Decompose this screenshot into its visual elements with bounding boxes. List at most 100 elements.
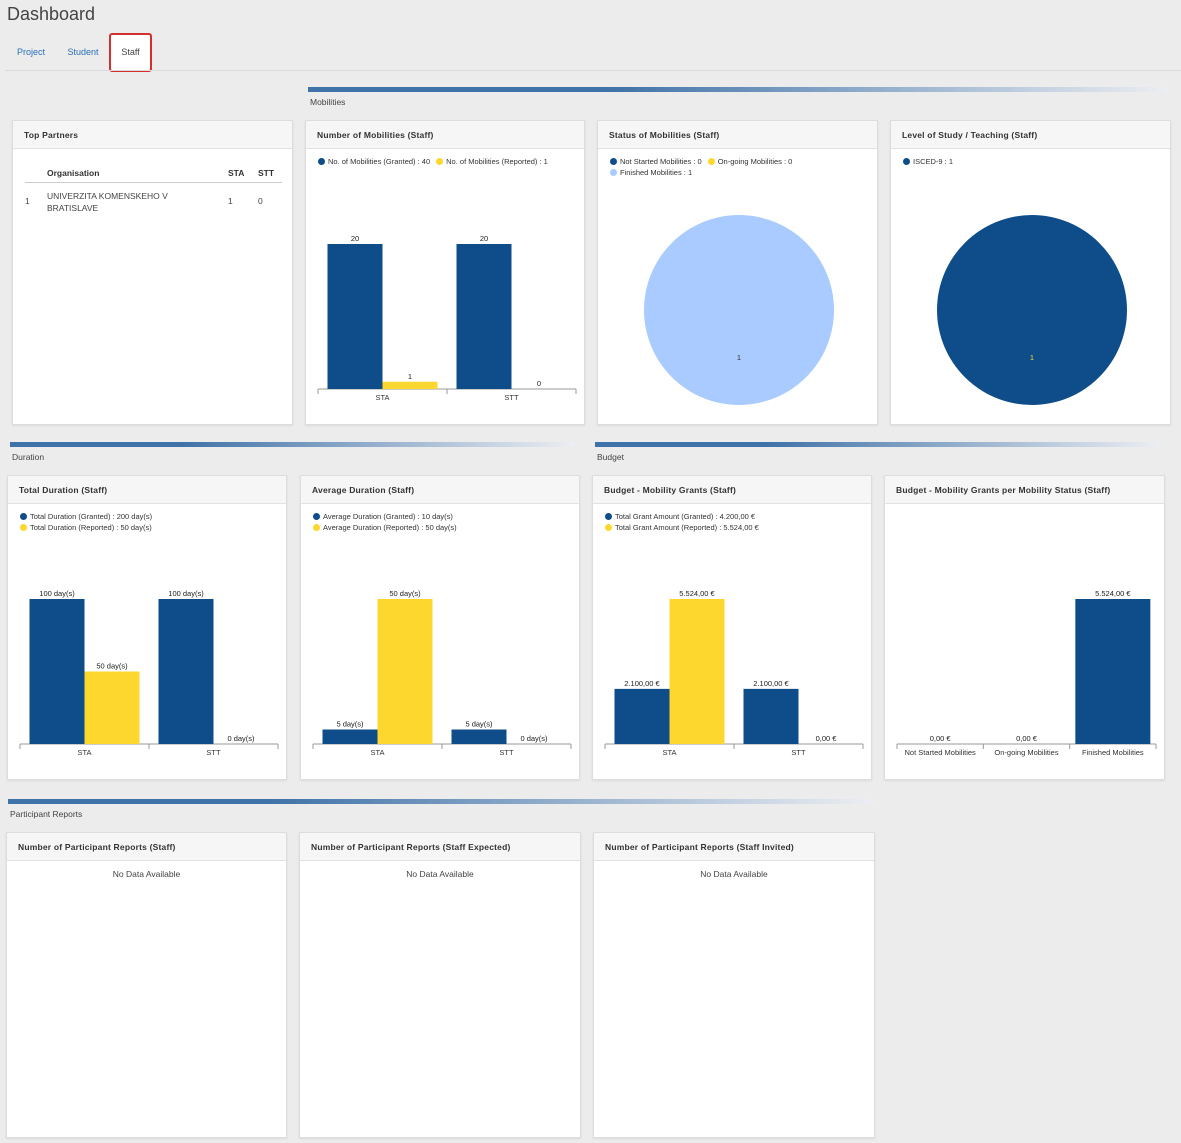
legend-dot-icon	[313, 524, 320, 531]
legend-dot-icon	[20, 513, 27, 520]
bar-value-label: 5 day(s)	[465, 720, 493, 729]
legend-item[interactable]: On-going Mobilities : 0	[707, 156, 792, 167]
tab-staff[interactable]: Staff	[109, 33, 152, 72]
level-study-title: Level of Study / Teaching (Staff)	[891, 121, 1170, 149]
bar-value-label: 5.524,00 €	[679, 589, 715, 598]
legend-dot-icon	[313, 513, 320, 520]
total-duration-legend: Total Duration (Granted) : 200 day(s) To…	[20, 511, 158, 533]
legend-item[interactable]: Not Started Mobilities : 0	[610, 156, 702, 167]
bar-value-label: 20	[480, 234, 488, 243]
budget-grants-panel: Budget - Mobility Grants (Staff) Total G…	[592, 475, 872, 780]
legend-dot-icon	[903, 158, 910, 165]
legend-label: Total Duration (Granted) : 200 day(s)	[30, 512, 153, 521]
reports-expected-panel: Number of Participant Reports (Staff Exp…	[299, 832, 581, 1138]
x-tick-label: STA	[77, 748, 91, 757]
no-data-message: No Data Available	[700, 869, 768, 879]
legend-dot-icon	[318, 158, 325, 165]
bar	[377, 599, 433, 744]
participant-reports-section-label: Participant Reports	[10, 809, 83, 819]
budget-section-label: Budget	[597, 452, 624, 462]
budget-grants-title: Budget - Mobility Grants (Staff)	[593, 476, 871, 504]
num-mobilities-chart: 20 1 STA 20 0 STT	[317, 234, 577, 402]
status-mobilities-legend: Not Started Mobilities : 0 On-going Mobil…	[610, 156, 798, 178]
bar-value-label: 50 day(s)	[96, 662, 128, 671]
duration-section-bar	[10, 442, 575, 447]
row-rank: 1	[25, 196, 30, 206]
bar-value-label: 0,00 €	[816, 734, 838, 743]
bar	[614, 688, 670, 744]
no-data-message: No Data Available	[406, 869, 474, 879]
sta-header: STA	[228, 159, 258, 183]
bar	[1075, 599, 1151, 744]
bar-value-label: 100 day(s)	[168, 589, 204, 598]
budget-status-title: Budget - Mobility Grants per Mobility St…	[885, 476, 1164, 504]
legend-item[interactable]: Total Grant Amount (Granted) : 4.200,00 …	[605, 511, 759, 522]
bar	[669, 599, 725, 744]
bar	[327, 244, 383, 389]
bar	[322, 729, 378, 744]
legend-item[interactable]: Total Duration (Reported) : 50 day(s)	[20, 522, 152, 533]
total-duration-title: Total Duration (Staff)	[8, 476, 286, 504]
bar-value-label: 100 day(s)	[39, 589, 75, 598]
bar-value-label: 20	[351, 234, 359, 243]
duration-section-label: Duration	[12, 452, 45, 462]
bar	[456, 244, 512, 389]
bar-value-label: 5 day(s)	[336, 720, 364, 729]
legend-dot-icon	[707, 158, 715, 165]
page-title: Dashboard	[7, 4, 96, 24]
reports-invited-panel: Number of Participant Reports (Staff Inv…	[593, 832, 875, 1138]
legend-label: Not Started Mobilities : 0	[620, 157, 702, 166]
budget-status-chart: 0,00 € Not Started Mobilities 0,00 € On-goi…	[896, 589, 1157, 757]
reports-expected-title: Number of Participant Reports (Staff Exp…	[300, 833, 580, 861]
bar-value-label: 0,00 €	[930, 734, 952, 743]
legend-label: Average Duration (Reported) : 50 day(s)	[323, 523, 457, 532]
pie-slice-label: 1	[1030, 353, 1034, 362]
bar-value-label: 2.100,00 €	[753, 679, 789, 688]
bar-value-label: 50 day(s)	[389, 589, 421, 598]
budget-grants-legend: Total Grant Amount (Granted) : 4.200,00 …	[605, 511, 765, 533]
table-row[interactable]: 1 UNIVERZITA KOMENSKEHO V BRATISLAVE 1 0	[25, 183, 282, 222]
pie-slice-label: 1	[737, 353, 741, 362]
tab-student[interactable]: Student	[67, 47, 99, 57]
level-study-chart: 1	[937, 215, 1127, 405]
legend-label: ISCED-9 : 1	[913, 157, 954, 166]
legend-item[interactable]: Total Duration (Granted) : 200 day(s)	[20, 511, 152, 522]
status-mobilities-title: Status of Mobilities (Staff)	[598, 121, 877, 149]
budget-status-panel: Budget - Mobility Grants per Mobility St…	[884, 475, 1165, 780]
rank-header	[25, 159, 47, 183]
row-organisation[interactable]: UNIVERZITA KOMENSKEHO V BRATISLAVE	[47, 191, 168, 213]
legend-item[interactable]: No. of Mobilities (Reported) : 1	[436, 156, 548, 167]
legend-label: Total Grant Amount (Granted) : 4.200,00 …	[615, 512, 756, 521]
x-tick-label: STT	[791, 748, 806, 757]
tab-project[interactable]: Project	[16, 47, 45, 57]
num-mobilities-legend: No. of Mobilities (Granted) : 40 No. of M…	[318, 156, 554, 167]
legend-item[interactable]: Finished Mobilities : 1	[610, 167, 792, 178]
level-study-panel: Level of Study / Teaching (Staff) ISCED-…	[890, 120, 1171, 425]
x-tick-label: STA	[370, 748, 384, 757]
legend-dot-icon	[436, 158, 444, 165]
legend-item[interactable]: Total Grant Amount (Reported) : 5.524,00…	[605, 522, 759, 533]
no-data-message: No Data Available	[112, 869, 181, 879]
x-tick-label: On-going Mobilities	[994, 748, 1058, 757]
bar	[158, 599, 214, 744]
legend-item[interactable]: Average Duration (Reported) : 50 day(s)	[313, 522, 457, 533]
legend-label: Average Duration (Granted) : 10 day(s)	[323, 512, 453, 521]
bar	[743, 688, 799, 744]
pie-slice	[644, 215, 834, 405]
bar-value-label: 0,00 €	[1016, 734, 1038, 743]
bar-value-label: 1	[408, 372, 412, 381]
legend-item[interactable]: Average Duration (Granted) : 10 day(s)	[313, 511, 457, 522]
num-mobilities-panel: Number of Mobilities (Staff) No. of Mobi…	[305, 120, 585, 425]
tab-divider	[5, 70, 1181, 71]
legend-item[interactable]: ISCED-9 : 1	[903, 156, 953, 167]
legend-item[interactable]: No. of Mobilities (Granted) : 40	[318, 156, 430, 167]
x-tick-label: STT	[206, 748, 221, 757]
row-stt: 0	[258, 196, 263, 206]
pie-slice	[937, 215, 1127, 405]
bar-value-label: 0 day(s)	[227, 734, 255, 743]
legend-label: No. of Mobilities (Granted) : 40	[328, 157, 431, 166]
legend-label: Total Grant Amount (Reported) : 5.524,00…	[615, 523, 759, 532]
bar	[382, 381, 438, 389]
legend-label: No. of Mobilities (Reported) : 1	[446, 157, 548, 166]
x-tick-label: STA	[662, 748, 676, 757]
